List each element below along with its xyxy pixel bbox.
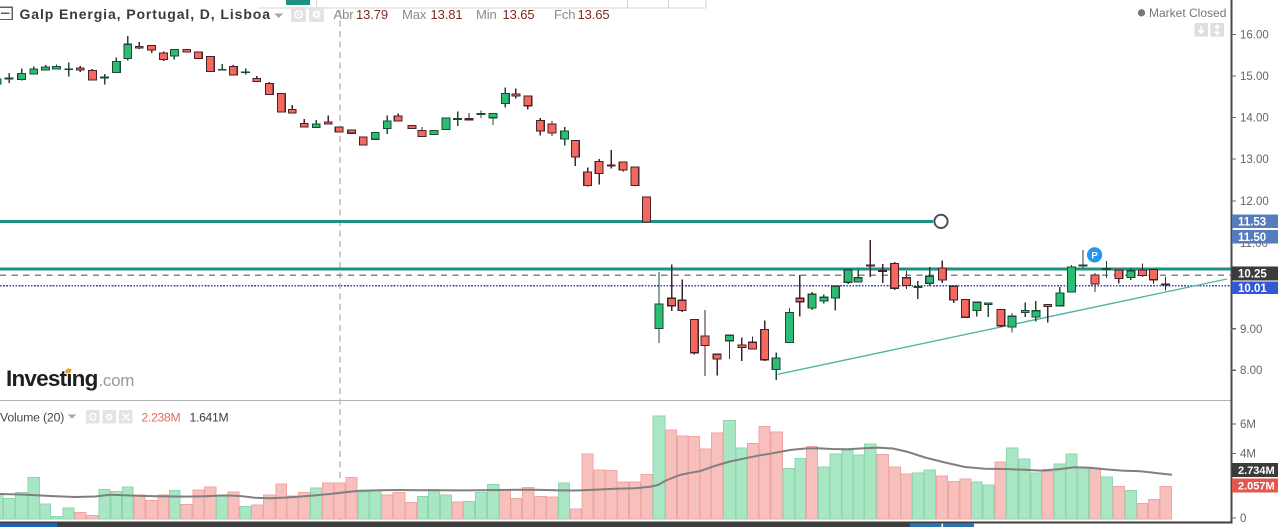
svg-text:Galp Energia, Portugal, D, Lis: Galp Energia, Portugal, D, Lisboa [20, 6, 271, 22]
svg-text:13.65: 13.65 [503, 7, 535, 22]
svg-text:16.00: 16.00 [1240, 29, 1269, 41]
svg-text:Volume (20): Volume (20) [0, 411, 64, 425]
svg-text:.com: .com [99, 371, 135, 390]
svg-text:Max: Max [402, 7, 427, 22]
svg-text:15.00: 15.00 [1240, 71, 1269, 83]
svg-text:1.641M: 1.641M [190, 411, 229, 425]
svg-text:11.53: 11.53 [1238, 216, 1266, 228]
svg-text:13.81: 13.81 [431, 7, 463, 22]
svg-text:Abr: Abr [334, 7, 355, 22]
svg-text:0: 0 [1240, 513, 1246, 525]
svg-text:11.50: 11.50 [1238, 232, 1266, 244]
svg-text:Market Closed: Market Closed [1149, 6, 1226, 20]
svg-text:8.00: 8.00 [1240, 365, 1262, 377]
svg-text:14.00: 14.00 [1240, 113, 1269, 125]
svg-text:P: P [1091, 250, 1098, 261]
svg-text:6M: 6M [1240, 419, 1256, 431]
svg-text:2.057M: 2.057M [1238, 481, 1275, 493]
svg-text:2.238M: 2.238M [142, 411, 181, 425]
svg-text:2.734M: 2.734M [1238, 465, 1275, 477]
svg-text:13.65: 13.65 [578, 7, 610, 22]
svg-text:9.00: 9.00 [1240, 324, 1262, 336]
svg-text:Min: Min [476, 7, 497, 22]
svg-text:12.00: 12.00 [1240, 196, 1269, 208]
svg-text:Fch: Fch [554, 7, 575, 22]
svg-text:4M: 4M [1240, 449, 1256, 461]
svg-text:10.01: 10.01 [1238, 283, 1267, 295]
svg-text:Investıng: Investıng [6, 366, 98, 391]
svg-text:13.79: 13.79 [356, 7, 388, 22]
svg-text:10.25: 10.25 [1238, 269, 1267, 281]
svg-text:13.00: 13.00 [1240, 154, 1269, 166]
